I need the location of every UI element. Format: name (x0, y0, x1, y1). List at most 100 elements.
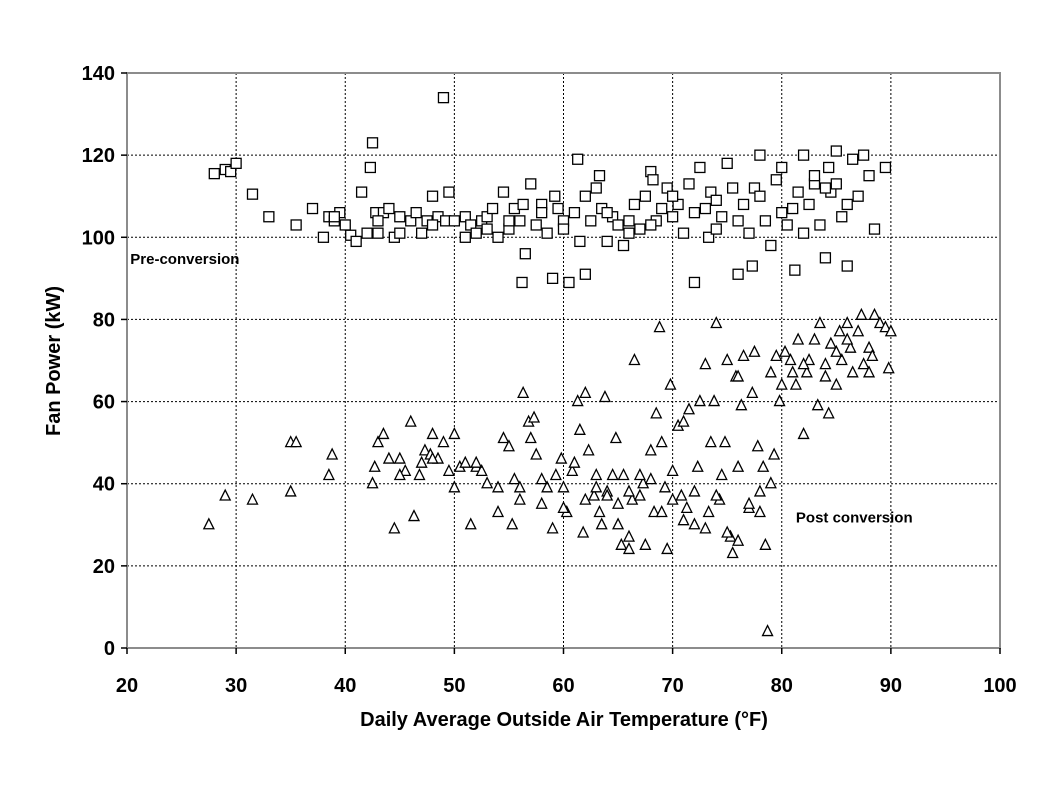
square-marker (585, 215, 597, 227)
triangle-marker (666, 463, 679, 477)
triangle-marker (322, 468, 335, 481)
triangle-marker (789, 377, 802, 390)
triangle-marker (549, 468, 562, 481)
triangle-marker (808, 332, 821, 345)
square-marker (437, 91, 450, 104)
triangle-marker (622, 484, 636, 497)
triangle-marker (824, 336, 837, 349)
x-axis-title: Daily Average Outside Air Temperature (°… (360, 709, 768, 731)
square-marker (593, 170, 606, 182)
triangle-marker (753, 484, 766, 497)
triangle-marker (517, 385, 530, 399)
square-marker (830, 178, 842, 190)
triangle-marker (702, 505, 715, 518)
square-marker (617, 239, 630, 252)
triangle-marker (879, 320, 892, 333)
triangle-marker (732, 369, 745, 382)
triangle-marker (579, 385, 592, 399)
triangle-marker (688, 484, 701, 497)
triangle-marker (688, 517, 701, 530)
square-marker (372, 215, 384, 227)
triangle-marker (857, 357, 870, 370)
triangle-marker (524, 431, 537, 444)
x-tick-label: 90 (880, 675, 902, 697)
square-marker (710, 223, 722, 235)
square-marker (639, 190, 651, 202)
triangle-marker (513, 480, 526, 493)
square-marker (246, 188, 259, 200)
triangle-marker (822, 406, 835, 419)
triangle-marker (784, 353, 797, 366)
triangle-marker (761, 624, 774, 637)
triangle-marker (811, 398, 824, 411)
square-marker (339, 219, 351, 231)
triangle-marker (757, 459, 770, 472)
triangle-marker (802, 353, 816, 366)
square-marker (497, 186, 510, 198)
triangle-marker (590, 480, 603, 493)
triangle-marker (555, 451, 568, 464)
square-marker (823, 161, 835, 174)
triangle-marker (371, 435, 385, 448)
square-marker (857, 149, 870, 161)
triangle-marker (442, 463, 455, 477)
triangle-marker (448, 480, 461, 493)
square-marker (852, 190, 864, 202)
square-marker (803, 198, 815, 211)
square-marker (290, 219, 302, 231)
square-marker (699, 202, 712, 215)
square-marker (814, 219, 826, 231)
triangle-marker (535, 472, 548, 485)
square-marker (683, 178, 695, 190)
triangle-marker (577, 525, 590, 538)
triangle-marker (590, 468, 603, 481)
triangle-marker (661, 541, 674, 555)
square-marker (536, 206, 548, 219)
triangle-marker (680, 500, 693, 514)
triangle-marker (732, 459, 745, 472)
triangle-marker (413, 468, 426, 481)
triangle-marker (368, 459, 381, 472)
square-marker (716, 211, 728, 223)
triangle-marker (677, 513, 690, 526)
triangle-marker (617, 468, 630, 481)
triangle-marker (786, 365, 799, 378)
triangle-marker (609, 431, 622, 444)
triangle-marker (682, 402, 696, 415)
triangle-marker (502, 439, 515, 452)
x-tick-label: 100 (983, 675, 1016, 697)
triangle-marker (710, 488, 723, 501)
square-marker (525, 178, 537, 190)
triangle-marker (844, 340, 857, 353)
square-marker (579, 190, 591, 202)
square-marker (819, 252, 832, 264)
square-marker (426, 190, 439, 202)
square-marker (688, 206, 701, 219)
triangle-marker (708, 394, 721, 407)
triangle-marker (202, 517, 215, 530)
square-marker (364, 161, 376, 174)
square-marker (590, 182, 602, 194)
data-markers (202, 91, 897, 637)
triangle-marker (751, 439, 764, 452)
triangle-marker (764, 476, 777, 489)
triangle-marker (527, 410, 541, 423)
triangle-marker (650, 406, 663, 419)
square-marker (486, 202, 499, 215)
square-marker (366, 137, 379, 149)
square-marker (797, 227, 810, 239)
square-marker (688, 276, 701, 289)
triangle-marker (448, 426, 461, 440)
triangle-marker (866, 348, 879, 362)
x-tick-label: 40 (334, 675, 356, 697)
triangle-marker (491, 480, 505, 493)
triangle-marker (726, 546, 739, 559)
square-marker (808, 170, 821, 182)
square-marker (208, 167, 220, 180)
square-marker (787, 202, 799, 215)
triangle-marker (404, 414, 417, 427)
triangle-marker (601, 488, 614, 501)
square-marker (759, 215, 772, 227)
triangle-marker (737, 348, 750, 362)
triangle-marker (855, 307, 868, 320)
